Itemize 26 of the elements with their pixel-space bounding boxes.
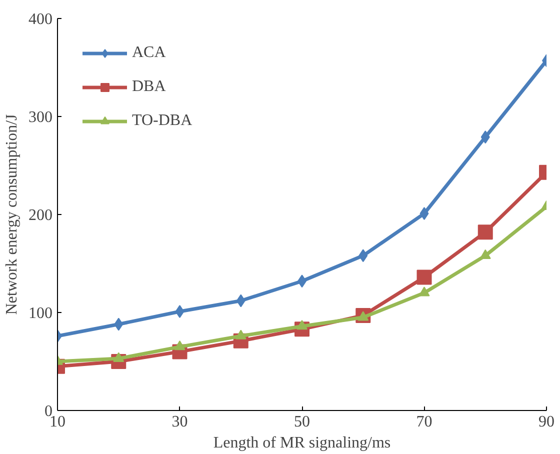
- point: [358, 249, 368, 262]
- y-axis-title: Network energy consumption/J: [4, 114, 20, 315]
- y-tick-label: 100: [28, 305, 52, 322]
- legend-label: ACA: [132, 44, 166, 62]
- point: [480, 249, 491, 260]
- point: [420, 207, 429, 220]
- x-tick-label: 50: [294, 414, 310, 430]
- point: [478, 224, 493, 240]
- point: [236, 294, 246, 308]
- y-tick-label: 400: [28, 11, 52, 28]
- point: [418, 286, 430, 296]
- x-tick-label: 30: [172, 414, 188, 430]
- point: [416, 270, 432, 285]
- legend-label: DBA: [132, 78, 166, 96]
- point: [174, 340, 186, 350]
- x-tick-label: 70: [416, 414, 432, 430]
- x-tick-label: 90: [538, 414, 554, 430]
- point: [175, 305, 184, 318]
- point: [235, 330, 246, 340]
- x-axis-title: Length of MR signaling/ms: [213, 434, 391, 452]
- y-tick-label: 0: [44, 403, 52, 420]
- point: [114, 318, 124, 331]
- point: [480, 130, 490, 144]
- y-tick-label: 300: [28, 109, 52, 126]
- y-tick-label: 200: [28, 207, 52, 224]
- legend-label: TO-DBA: [132, 112, 192, 130]
